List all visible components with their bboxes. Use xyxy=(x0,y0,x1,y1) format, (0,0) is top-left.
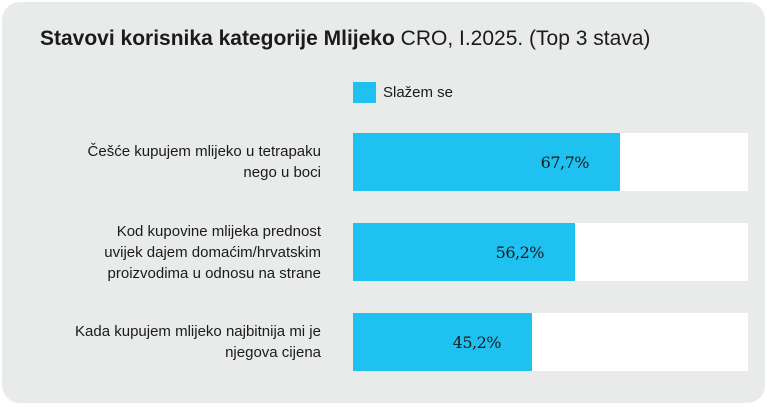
category-label-line: nego u boci xyxy=(243,164,321,181)
bar-row: Češće kupujem mlijeko u tetrapaku nego u … xyxy=(2,133,765,191)
bar xyxy=(353,223,575,281)
bar-track: 45,2% xyxy=(353,313,748,371)
chart-title: Stavovi korisnika kategorije Mlijeko CRO… xyxy=(40,25,650,53)
bar-row: Kada kupujem mlijeko najbitnija mi je nje… xyxy=(2,313,765,371)
data-label: 67,7% xyxy=(540,152,590,172)
bar-track: 56,2% xyxy=(353,223,748,281)
category-label-line: Kada kupujem mlijeko najbitnija mi je xyxy=(75,323,321,340)
category-label-line: proizvodima u odnosu na strane xyxy=(107,264,321,282)
chart-title-main: Stavovi korisnika kategorije Mlijeko xyxy=(40,27,395,50)
bar xyxy=(353,133,620,191)
bar xyxy=(353,313,532,371)
legend-swatch xyxy=(353,81,376,103)
chart-title-suffix: CRO, I.2025. (Top 3 stava) xyxy=(394,27,651,50)
category-label: Češće kupujem mlijeko u tetrapaku nego u … xyxy=(2,133,321,191)
category-label: Kod kupovine mlijeka prednost uvijek daje… xyxy=(2,222,321,282)
bar-row: Kod kupovine mlijeka prednost uvijek daje… xyxy=(2,222,765,282)
legend-label: Slažem se xyxy=(383,83,454,101)
data-label: 45,2% xyxy=(452,332,502,352)
category-label-line: uvijek dajem domaćim/hrvatskim xyxy=(104,243,321,261)
category-label: Kada kupujem mlijeko najbitnija mi je nje… xyxy=(2,313,321,371)
category-label-line: njegova cijena xyxy=(225,344,321,361)
bar-track: 67,7% xyxy=(353,133,748,191)
legend: Slažem se xyxy=(353,80,453,104)
category-label-line: Češće kupujem mlijeko u tetrapaku xyxy=(87,143,321,160)
category-label-line: Kod kupovine mlijeka prednost xyxy=(116,222,321,240)
data-label: 56,2% xyxy=(495,242,545,262)
